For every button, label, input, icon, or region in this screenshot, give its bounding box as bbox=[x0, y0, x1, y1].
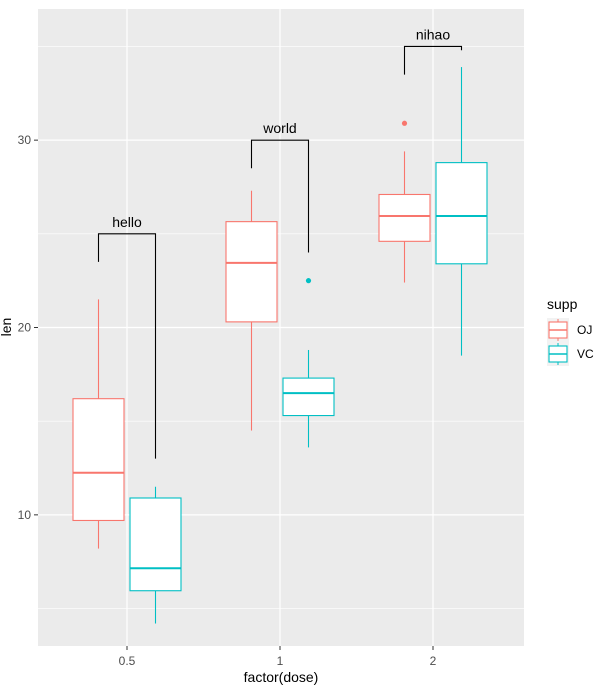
x-tick-label: 0.5 bbox=[119, 654, 136, 668]
legend-item-VC: VC bbox=[547, 342, 594, 366]
box-VC-1 bbox=[282, 278, 335, 448]
box-rect bbox=[129, 497, 182, 592]
box-VC-0.5 bbox=[129, 486, 182, 624]
y-tick-label: 30 bbox=[18, 133, 32, 147]
annotation-layer: hello world nihao bbox=[97, 26, 463, 459]
annotation-label: world bbox=[262, 120, 296, 136]
annotation-label: hello bbox=[112, 214, 142, 230]
outlier-point bbox=[401, 120, 408, 126]
box-OJ-2 bbox=[378, 120, 431, 283]
bracket-line bbox=[250, 139, 310, 253]
box-VC-2 bbox=[435, 67, 488, 356]
annotation-label: nihao bbox=[416, 26, 450, 42]
legend-title: supp bbox=[547, 296, 578, 312]
x-axis-title: factor(dose) bbox=[244, 669, 319, 685]
box-OJ-1 bbox=[225, 190, 278, 431]
y-tick-label: 10 bbox=[18, 508, 32, 522]
legend: supp OJ VC bbox=[547, 296, 594, 366]
box-rect bbox=[435, 162, 488, 265]
legend-label: VC bbox=[577, 347, 594, 361]
annotation-bracket: world bbox=[250, 120, 310, 253]
annotation-bracket: hello bbox=[97, 214, 157, 459]
box-rect bbox=[225, 221, 278, 323]
box-layer bbox=[72, 67, 488, 624]
box-OJ-0.5 bbox=[72, 299, 125, 549]
axes: 10 20 30 0.5 1 2 bbox=[18, 133, 437, 668]
box-rect bbox=[378, 193, 431, 242]
outlier-point bbox=[305, 278, 312, 284]
x-tick-label: 2 bbox=[430, 654, 437, 668]
x-tick-label: 1 bbox=[277, 654, 284, 668]
y-tick-label: 20 bbox=[18, 321, 32, 335]
bracket-line bbox=[97, 233, 157, 459]
watermark-text: 知乎 @李小月 bbox=[490, 654, 585, 672]
y-axis-title: len bbox=[0, 318, 14, 337]
box-rect bbox=[282, 377, 335, 417]
bracket-line bbox=[403, 45, 463, 75]
annotation-bracket: nihao bbox=[403, 26, 463, 75]
legend-label: OJ bbox=[577, 323, 592, 337]
legend-item-OJ: OJ bbox=[547, 318, 592, 342]
box-rect bbox=[72, 398, 125, 522]
